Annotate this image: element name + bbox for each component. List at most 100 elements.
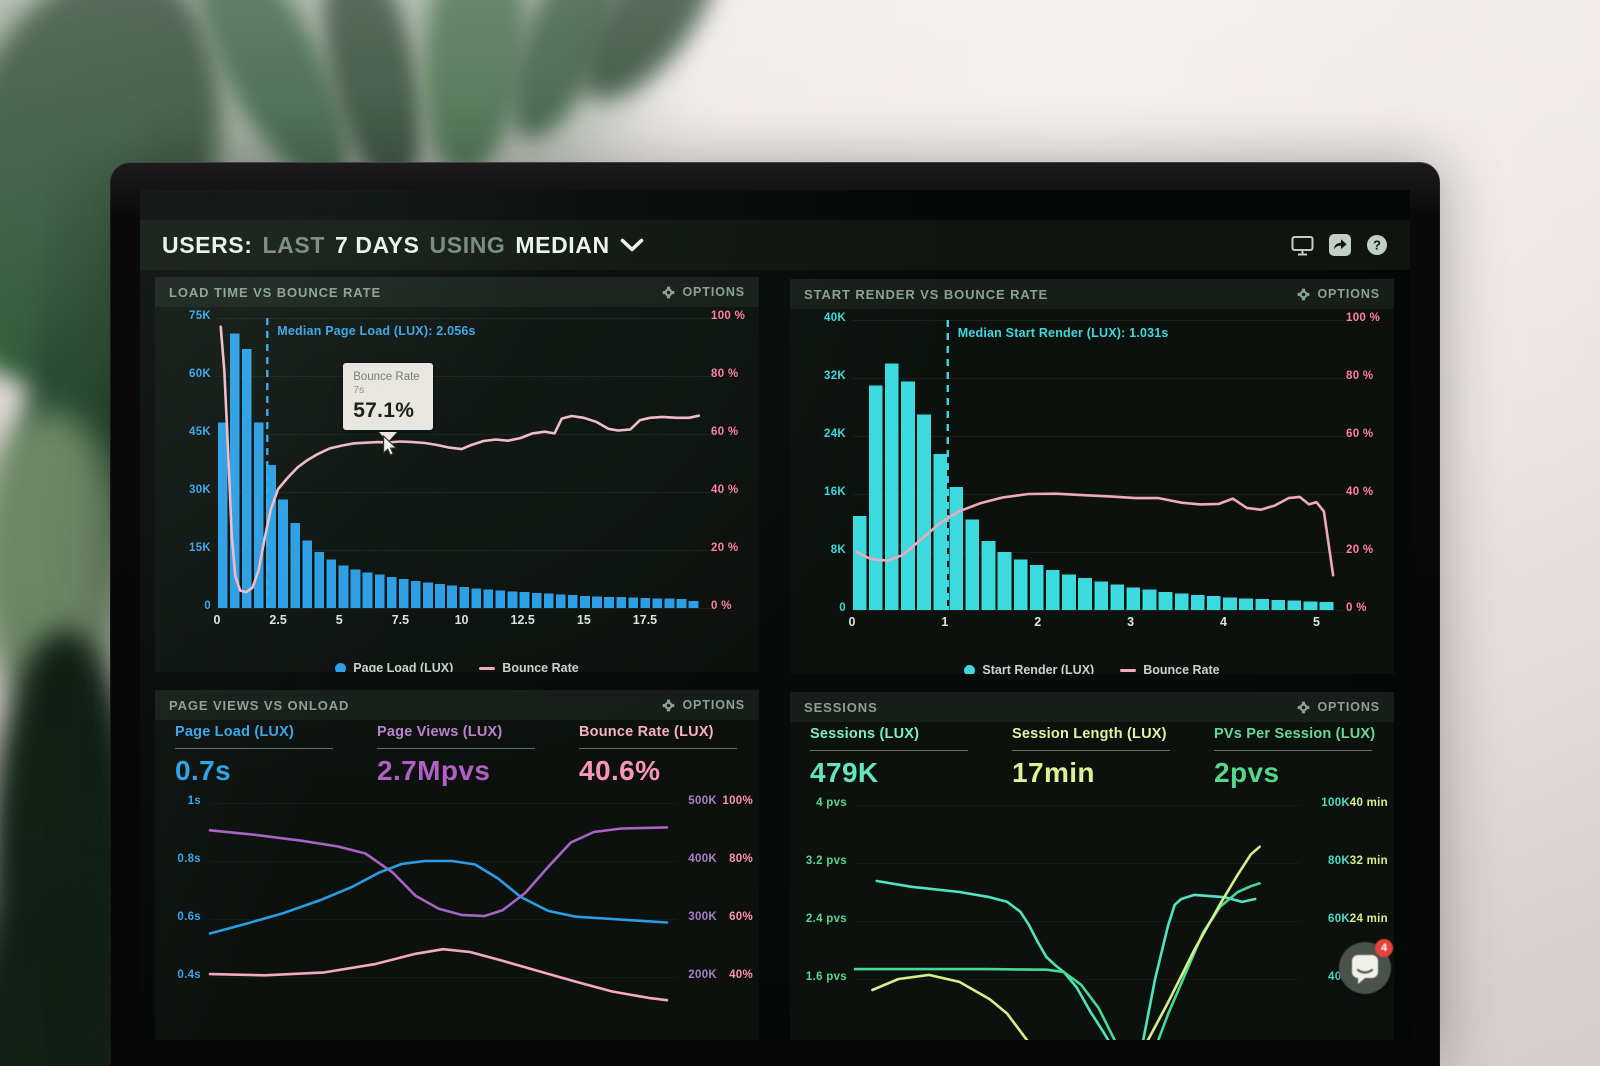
chat-bubble-icon <box>1352 955 1378 984</box>
median-label: Median Start Render (LUX): 1.031s <box>957 326 1169 340</box>
gridline <box>217 492 712 493</box>
bar <box>933 454 947 610</box>
bar <box>1271 599 1286 610</box>
chevron-down-icon[interactable] <box>620 238 644 253</box>
chart-plot-area: 4 pvs 100K 40 min 3.2 pvs 80K 32 min 2.4 pvs 60… <box>790 692 1394 1040</box>
metric: Page Views (LUX) 2.7Mpvs <box>365 724 567 787</box>
bar <box>1110 584 1125 610</box>
options-label: OPTIONS <box>682 698 745 712</box>
help-icon[interactable]: ? <box>1365 234 1388 257</box>
metric-value: 2pvs <box>1214 757 1280 788</box>
bar <box>471 588 482 608</box>
title-segment: USING <box>429 231 506 258</box>
y-axis-label-left: 0.8s <box>177 853 201 865</box>
y-axis-label-right-2: 40 min <box>1349 797 1388 809</box>
bar <box>1158 591 1173 610</box>
panel-title-bar: PAGE VIEWS VS ONLOAD OPTIONS <box>155 690 759 720</box>
chart-plot-area: 40K 100 % 32K 80 % 24K 60 % 16K 40 % 8K 20 % 0 0 % M… <box>790 309 1394 674</box>
panel-load-time-vs-bounce-rate: LOAD TIME VS BOUNCE RATE OPTIONS 75K 100 … <box>155 277 759 672</box>
chart-svg <box>853 845 1261 1040</box>
bounce-rate-line <box>219 325 701 594</box>
legend-label: Bounce Rate <box>502 661 579 672</box>
y-axis-label-right: 60 % <box>711 426 739 438</box>
metric-label: PVs Per Session (LUX) <box>1214 726 1376 742</box>
bar <box>688 601 699 608</box>
page-title-dropdown[interactable]: USERS: LAST 7 DAYS USING MEDIAN <box>162 232 644 259</box>
chat-badge: 4 <box>1375 939 1393 957</box>
series-line-pvs-per-session <box>853 882 1261 1040</box>
legend-item: Page Load (LUX) <box>335 661 453 672</box>
x-axis-label: 2 <box>1034 615 1042 629</box>
bar <box>266 464 276 608</box>
x-axis-label: 0 <box>848 615 856 629</box>
metric-label: Sessions (LUX) <box>810 726 920 742</box>
bar <box>949 486 964 611</box>
series-line-sessions <box>875 879 1257 1040</box>
y-axis-label-right: 80 % <box>1346 370 1374 382</box>
legend-label: Start Render (LUX) <box>982 663 1095 674</box>
gridline <box>210 861 677 862</box>
bounce-rate-line <box>855 492 1335 577</box>
y-axis-label-right: 60 % <box>1346 428 1374 440</box>
share-icon[interactable] <box>1328 234 1351 257</box>
y-axis-label-left: 40K <box>824 312 846 324</box>
monitor-icon[interactable] <box>1291 234 1314 257</box>
panel-start-render-vs-bounce-rate: START RENDER VS BOUNCE RATE OPTIONS 40K 1… <box>790 279 1394 674</box>
bar <box>229 333 240 608</box>
bar <box>217 422 228 608</box>
legend-label: Page Load (LUX) <box>353 661 454 672</box>
metrics-row: Sessions (LUX) 479K Session Length (LUX) 17… <box>798 726 1394 789</box>
legend-line-swatch <box>479 666 496 670</box>
bar <box>495 590 506 608</box>
legend-dot-swatch <box>335 662 347 672</box>
x-axis-label: 7.5 <box>391 613 410 627</box>
y-axis-label-right-1: 400K <box>688 853 717 865</box>
legend-label: Bounce Rate <box>1143 663 1220 674</box>
bar <box>338 565 349 608</box>
bar <box>604 596 614 608</box>
bar <box>411 580 421 608</box>
gridline <box>855 921 1300 922</box>
options-button[interactable]: OPTIONS <box>1297 700 1380 714</box>
bar <box>386 577 397 608</box>
metric-underline <box>579 748 737 749</box>
bar <box>1013 559 1028 611</box>
y-axis-label-right-1: 100K <box>1321 797 1350 809</box>
bar <box>965 519 980 610</box>
cursor-icon <box>383 435 399 457</box>
y-axis-label-right: 0 % <box>1346 602 1367 614</box>
series-line-session-length <box>871 845 1261 1040</box>
options-button[interactable]: OPTIONS <box>662 285 745 299</box>
title-segment: 7 DAYS <box>334 231 420 258</box>
chat-widget-button[interactable]: 4 <box>1339 939 1393 994</box>
y-axis-label-right-2: 40% <box>729 969 753 981</box>
legend-item: Start Render (LUX) <box>964 663 1094 674</box>
tooltip: Bounce Rate 7s 57.1% <box>343 363 434 431</box>
y-axis-label-right-1: 200K <box>688 969 717 981</box>
gridline <box>852 320 1347 321</box>
metric-underline <box>377 748 535 749</box>
options-label: OPTIONS <box>1317 287 1380 301</box>
bar <box>1078 578 1092 610</box>
options-button[interactable]: OPTIONS <box>662 698 745 712</box>
y-axis-label-right-1: 60K <box>1328 913 1350 925</box>
bar <box>423 582 433 608</box>
panel-sessions: SESSIONS OPTIONS Sessions (LUX) 479K Sessi… <box>790 692 1394 1040</box>
options-button[interactable]: OPTIONS <box>1297 287 1380 301</box>
metric: Page Load (LUX) 0.7s <box>163 724 365 787</box>
bar <box>997 552 1012 610</box>
bar <box>1239 598 1253 610</box>
panel-page-views-vs-onload: PAGE VIEWS VS ONLOAD OPTIONS Page Load (… <box>155 690 759 1040</box>
gridline <box>852 378 1347 379</box>
title-segment: USERS: <box>162 231 253 258</box>
metric-underline <box>1012 750 1170 751</box>
panel-title: SESSIONS <box>804 699 878 715</box>
y-axis-label-right: 20 % <box>711 542 739 554</box>
y-axis-label-right: 40 % <box>711 484 739 496</box>
bar <box>1046 570 1060 610</box>
y-axis-label-left: 60K <box>189 368 211 380</box>
bar <box>1062 574 1076 610</box>
x-axis-label: 5 <box>1312 615 1320 629</box>
metric-label: Bounce Rate (LUX) <box>579 724 714 740</box>
y-axis-label-left: 16K <box>824 486 846 498</box>
